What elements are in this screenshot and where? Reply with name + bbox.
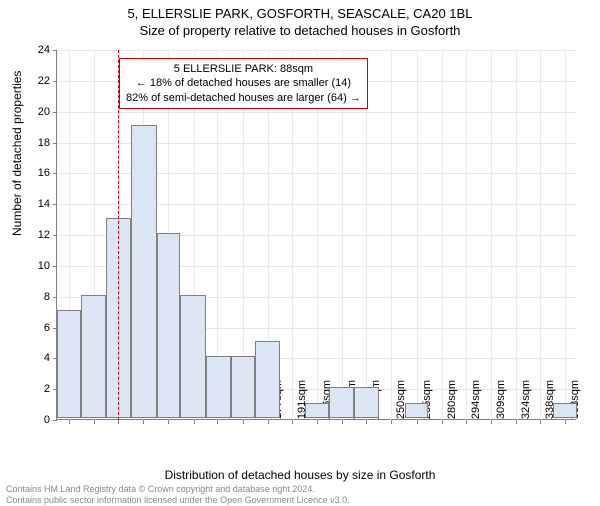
x-tick xyxy=(342,420,343,424)
y-tick xyxy=(53,112,57,113)
y-tick xyxy=(53,50,57,51)
callout-box: 5 ELLERSLIE PARK: 88sqm← 18% of detached… xyxy=(119,58,368,109)
y-tick xyxy=(53,235,57,236)
x-tick xyxy=(366,420,367,424)
x-tick-label: 294sqm xyxy=(470,380,482,426)
y-tick-label: 2 xyxy=(26,383,50,395)
histogram-bar xyxy=(255,341,280,418)
histogram-bar xyxy=(157,233,181,418)
x-axis-label: Distribution of detached houses by size … xyxy=(0,468,600,482)
y-tick xyxy=(53,81,57,82)
x-tick xyxy=(317,420,318,424)
y-tick-label: 24 xyxy=(26,44,50,56)
footer-attribution: Contains HM Land Registry data © Crown c… xyxy=(6,484,350,505)
y-tick-label: 8 xyxy=(26,291,50,303)
x-tick xyxy=(292,420,293,424)
gridline xyxy=(442,50,443,420)
callout-line: 82% of semi-detached houses are larger (… xyxy=(126,91,361,105)
y-tick-label: 10 xyxy=(26,260,50,272)
y-tick-label: 20 xyxy=(26,106,50,118)
y-tick xyxy=(53,266,57,267)
x-tick xyxy=(540,420,541,424)
callout-line: ← 18% of detached houses are smaller (14… xyxy=(126,76,361,90)
y-tick-label: 6 xyxy=(26,322,50,334)
gridline xyxy=(516,50,517,420)
y-tick xyxy=(53,297,57,298)
y-tick-label: 12 xyxy=(26,229,50,241)
x-tick xyxy=(118,420,119,424)
y-tick-label: 0 xyxy=(26,414,50,426)
x-tick xyxy=(391,420,392,424)
page-subtitle: Size of property relative to detached ho… xyxy=(0,23,600,38)
histogram-bar xyxy=(329,387,354,418)
x-tick xyxy=(442,420,443,424)
page-title: 5, ELLERSLIE PARK, GOSFORTH, SEASCALE, C… xyxy=(0,6,600,21)
y-tick xyxy=(53,204,57,205)
gridline xyxy=(417,50,418,420)
x-tick xyxy=(217,420,218,424)
x-tick xyxy=(143,420,144,424)
histogram-bar xyxy=(231,356,255,418)
gridline xyxy=(540,50,541,420)
x-tick xyxy=(268,420,269,424)
histogram-bar xyxy=(553,403,577,418)
x-tick-label: 280sqm xyxy=(446,380,458,426)
histogram-bar xyxy=(206,356,231,418)
histogram-bar xyxy=(81,295,106,418)
y-tick-label: 22 xyxy=(26,75,50,87)
x-tick xyxy=(466,420,467,424)
y-tick-label: 14 xyxy=(26,198,50,210)
y-tick xyxy=(53,420,57,421)
histogram-bar xyxy=(131,125,156,418)
histogram-bar xyxy=(354,387,379,418)
histogram-bar xyxy=(57,310,81,418)
x-tick xyxy=(69,420,70,424)
y-tick-label: 18 xyxy=(26,137,50,149)
gridline xyxy=(491,50,492,420)
footer-line: Contains HM Land Registry data © Crown c… xyxy=(6,484,350,494)
x-tick xyxy=(516,420,517,424)
y-tick xyxy=(53,143,57,144)
x-tick xyxy=(94,420,95,424)
x-tick xyxy=(168,420,169,424)
gridline xyxy=(565,50,566,420)
histogram-bar xyxy=(180,295,205,418)
x-tick xyxy=(194,420,195,424)
y-tick-label: 4 xyxy=(26,352,50,364)
x-tick xyxy=(565,420,566,424)
y-tick xyxy=(53,173,57,174)
y-axis-label: Number of detached properties xyxy=(10,71,24,236)
x-tick xyxy=(243,420,244,424)
gridline xyxy=(466,50,467,420)
x-tick xyxy=(491,420,492,424)
histogram-bar xyxy=(305,403,329,418)
x-tick-label: 324sqm xyxy=(520,380,532,426)
x-tick xyxy=(417,420,418,424)
y-tick-label: 16 xyxy=(26,167,50,179)
histogram-chart: 02468101214161820222459sqm74sqm88sqm103s… xyxy=(56,50,576,420)
gridline xyxy=(391,50,392,420)
histogram-bar xyxy=(405,403,429,418)
callout-line: 5 ELLERSLIE PARK: 88sqm xyxy=(126,62,361,76)
x-tick-label: 309sqm xyxy=(495,380,507,426)
